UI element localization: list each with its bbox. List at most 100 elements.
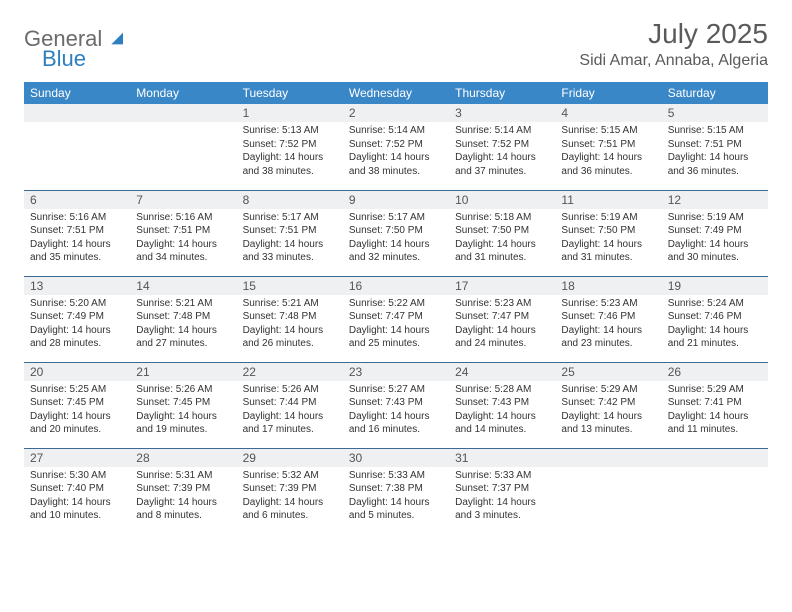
day-number: 14 [130, 277, 236, 295]
day-number: 26 [662, 363, 768, 381]
weekday-header: Sunday [24, 82, 130, 104]
day-number: 8 [237, 191, 343, 209]
day-number: 21 [130, 363, 236, 381]
day-number: 17 [449, 277, 555, 295]
calendar-cell: 14Sunrise: 5:21 AMSunset: 7:48 PMDayligh… [130, 276, 236, 362]
weekday-header: Tuesday [237, 82, 343, 104]
day-number: 28 [130, 449, 236, 467]
calendar-head: SundayMondayTuesdayWednesdayThursdayFrid… [24, 82, 768, 104]
day-details: Sunrise: 5:16 AMSunset: 7:51 PMDaylight:… [130, 209, 236, 269]
header: General July 2025 Sidi Amar, Annaba, Alg… [24, 18, 768, 70]
day-number: 9 [343, 191, 449, 209]
day-number: 23 [343, 363, 449, 381]
calendar-cell: 27Sunrise: 5:30 AMSunset: 7:40 PMDayligh… [24, 448, 130, 534]
day-number: 11 [555, 191, 661, 209]
calendar-cell: 26Sunrise: 5:29 AMSunset: 7:41 PMDayligh… [662, 362, 768, 448]
calendar-row: 1Sunrise: 5:13 AMSunset: 7:52 PMDaylight… [24, 104, 768, 190]
calendar-cell: 15Sunrise: 5:21 AMSunset: 7:48 PMDayligh… [237, 276, 343, 362]
calendar-cell: 8Sunrise: 5:17 AMSunset: 7:51 PMDaylight… [237, 190, 343, 276]
calendar-cell: 21Sunrise: 5:26 AMSunset: 7:45 PMDayligh… [130, 362, 236, 448]
calendar-cell: 24Sunrise: 5:28 AMSunset: 7:43 PMDayligh… [449, 362, 555, 448]
calendar-cell: 4Sunrise: 5:15 AMSunset: 7:51 PMDaylight… [555, 104, 661, 190]
day-number: 30 [343, 449, 449, 467]
day-number: 3 [449, 104, 555, 122]
calendar-cell: 2Sunrise: 5:14 AMSunset: 7:52 PMDaylight… [343, 104, 449, 190]
day-details: Sunrise: 5:16 AMSunset: 7:51 PMDaylight:… [24, 209, 130, 269]
day-number: 4 [555, 104, 661, 122]
day-number: 20 [24, 363, 130, 381]
day-number: 12 [662, 191, 768, 209]
calendar-cell: 17Sunrise: 5:23 AMSunset: 7:47 PMDayligh… [449, 276, 555, 362]
day-details: Sunrise: 5:23 AMSunset: 7:47 PMDaylight:… [449, 295, 555, 355]
day-details: Sunrise: 5:14 AMSunset: 7:52 PMDaylight:… [449, 122, 555, 182]
day-number: 15 [237, 277, 343, 295]
day-number: 10 [449, 191, 555, 209]
day-details: Sunrise: 5:26 AMSunset: 7:44 PMDaylight:… [237, 381, 343, 441]
calendar-cell [662, 448, 768, 534]
calendar-cell: 3Sunrise: 5:14 AMSunset: 7:52 PMDaylight… [449, 104, 555, 190]
day-details: Sunrise: 5:29 AMSunset: 7:41 PMDaylight:… [662, 381, 768, 441]
day-number: 5 [662, 104, 768, 122]
calendar-body: 1Sunrise: 5:13 AMSunset: 7:52 PMDaylight… [24, 104, 768, 534]
calendar-cell: 9Sunrise: 5:17 AMSunset: 7:50 PMDaylight… [343, 190, 449, 276]
day-number: 22 [237, 363, 343, 381]
day-details: Sunrise: 5:17 AMSunset: 7:50 PMDaylight:… [343, 209, 449, 269]
calendar-cell [130, 104, 236, 190]
day-number: 2 [343, 104, 449, 122]
day-details: Sunrise: 5:23 AMSunset: 7:46 PMDaylight:… [555, 295, 661, 355]
weekday-header: Friday [555, 82, 661, 104]
day-details: Sunrise: 5:27 AMSunset: 7:43 PMDaylight:… [343, 381, 449, 441]
weekday-header: Wednesday [343, 82, 449, 104]
day-details: Sunrise: 5:18 AMSunset: 7:50 PMDaylight:… [449, 209, 555, 269]
calendar-cell: 29Sunrise: 5:32 AMSunset: 7:39 PMDayligh… [237, 448, 343, 534]
calendar-cell: 20Sunrise: 5:25 AMSunset: 7:45 PMDayligh… [24, 362, 130, 448]
day-number: 7 [130, 191, 236, 209]
calendar-cell [555, 448, 661, 534]
day-number: 18 [555, 277, 661, 295]
calendar-cell: 11Sunrise: 5:19 AMSunset: 7:50 PMDayligh… [555, 190, 661, 276]
day-details: Sunrise: 5:19 AMSunset: 7:49 PMDaylight:… [662, 209, 768, 269]
calendar-cell: 16Sunrise: 5:22 AMSunset: 7:47 PMDayligh… [343, 276, 449, 362]
day-number: 29 [237, 449, 343, 467]
calendar-cell: 30Sunrise: 5:33 AMSunset: 7:38 PMDayligh… [343, 448, 449, 534]
day-number-empty [555, 449, 661, 467]
day-details: Sunrise: 5:32 AMSunset: 7:39 PMDaylight:… [237, 467, 343, 527]
brand-sail-icon-b [109, 31, 127, 51]
day-details: Sunrise: 5:31 AMSunset: 7:39 PMDaylight:… [130, 467, 236, 527]
day-number: 27 [24, 449, 130, 467]
day-details: Sunrise: 5:19 AMSunset: 7:50 PMDaylight:… [555, 209, 661, 269]
calendar-cell: 28Sunrise: 5:31 AMSunset: 7:39 PMDayligh… [130, 448, 236, 534]
calendar-cell: 18Sunrise: 5:23 AMSunset: 7:46 PMDayligh… [555, 276, 661, 362]
calendar-cell: 1Sunrise: 5:13 AMSunset: 7:52 PMDaylight… [237, 104, 343, 190]
title-block: July 2025 Sidi Amar, Annaba, Algeria [579, 18, 768, 70]
calendar-table: SundayMondayTuesdayWednesdayThursdayFrid… [24, 82, 768, 534]
day-number: 13 [24, 277, 130, 295]
day-number: 24 [449, 363, 555, 381]
brand-logo-stack: General Blue [24, 26, 127, 72]
day-details: Sunrise: 5:26 AMSunset: 7:45 PMDaylight:… [130, 381, 236, 441]
calendar-row: 20Sunrise: 5:25 AMSunset: 7:45 PMDayligh… [24, 362, 768, 448]
calendar-cell: 6Sunrise: 5:16 AMSunset: 7:51 PMDaylight… [24, 190, 130, 276]
weekday-header: Thursday [449, 82, 555, 104]
day-details: Sunrise: 5:28 AMSunset: 7:43 PMDaylight:… [449, 381, 555, 441]
day-details: Sunrise: 5:25 AMSunset: 7:45 PMDaylight:… [24, 381, 130, 441]
calendar-cell: 5Sunrise: 5:15 AMSunset: 7:51 PMDaylight… [662, 104, 768, 190]
calendar-cell: 25Sunrise: 5:29 AMSunset: 7:42 PMDayligh… [555, 362, 661, 448]
calendar-cell: 31Sunrise: 5:33 AMSunset: 7:37 PMDayligh… [449, 448, 555, 534]
day-number: 25 [555, 363, 661, 381]
day-details: Sunrise: 5:21 AMSunset: 7:48 PMDaylight:… [237, 295, 343, 355]
calendar-cell: 19Sunrise: 5:24 AMSunset: 7:46 PMDayligh… [662, 276, 768, 362]
calendar-row: 6Sunrise: 5:16 AMSunset: 7:51 PMDaylight… [24, 190, 768, 276]
day-number: 1 [237, 104, 343, 122]
day-details: Sunrise: 5:29 AMSunset: 7:42 PMDaylight:… [555, 381, 661, 441]
day-number: 16 [343, 277, 449, 295]
day-details: Sunrise: 5:13 AMSunset: 7:52 PMDaylight:… [237, 122, 343, 182]
calendar-cell: 12Sunrise: 5:19 AMSunset: 7:49 PMDayligh… [662, 190, 768, 276]
day-details: Sunrise: 5:17 AMSunset: 7:51 PMDaylight:… [237, 209, 343, 269]
calendar-cell: 7Sunrise: 5:16 AMSunset: 7:51 PMDaylight… [130, 190, 236, 276]
location-label: Sidi Amar, Annaba, Algeria [579, 52, 768, 70]
calendar-cell: 10Sunrise: 5:18 AMSunset: 7:50 PMDayligh… [449, 190, 555, 276]
day-details: Sunrise: 5:33 AMSunset: 7:38 PMDaylight:… [343, 467, 449, 527]
day-number-empty [662, 449, 768, 467]
calendar-cell: 22Sunrise: 5:26 AMSunset: 7:44 PMDayligh… [237, 362, 343, 448]
